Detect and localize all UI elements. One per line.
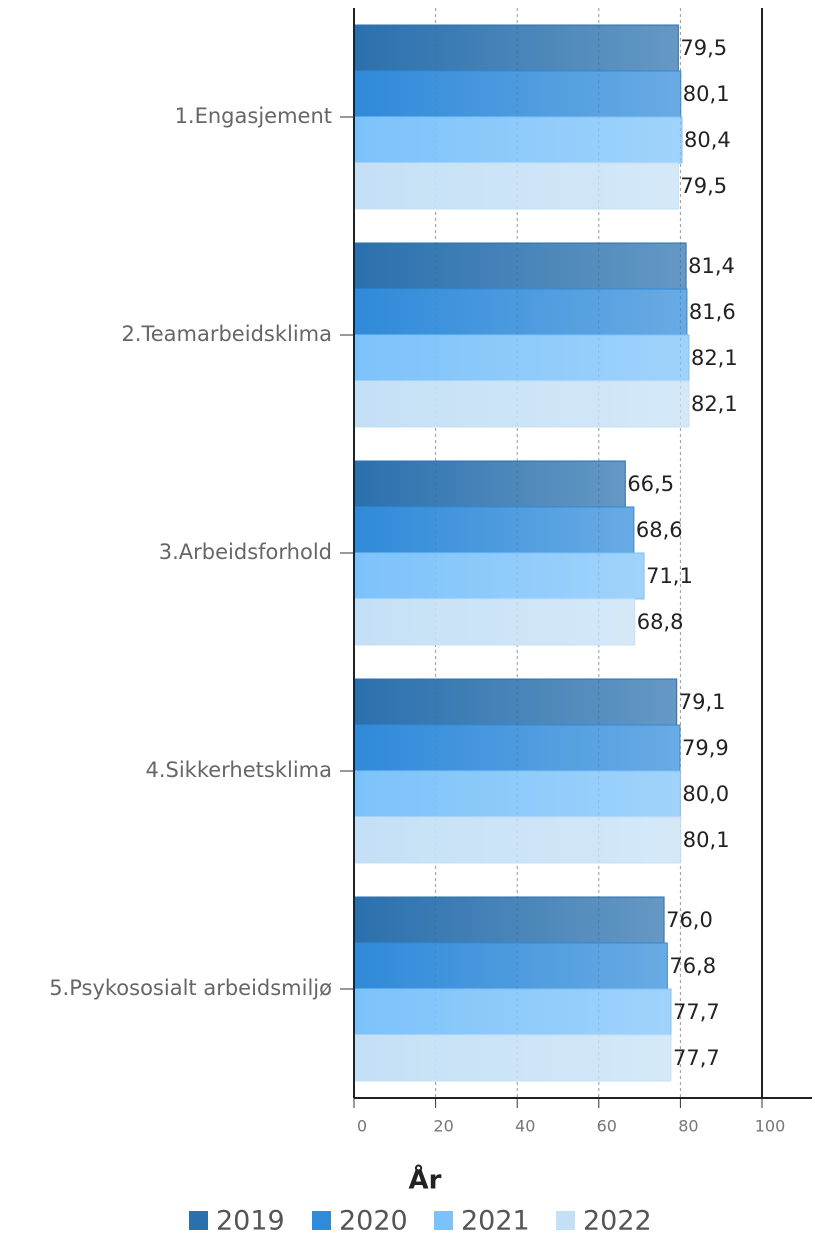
y-tick-label: 5.Psykososialt arbeidsmiljø bbox=[49, 976, 332, 1000]
legend-swatch bbox=[189, 1211, 208, 1230]
value-label: 79,1 bbox=[679, 690, 726, 714]
value-label: 68,6 bbox=[636, 518, 683, 542]
x-tick-label: 40 bbox=[515, 1117, 535, 1136]
value-label: 79,5 bbox=[680, 174, 727, 198]
value-label: 80,4 bbox=[684, 128, 731, 152]
value-label: 77,7 bbox=[673, 1046, 720, 1070]
legend-label: 2022 bbox=[583, 1206, 652, 1237]
bar bbox=[353, 598, 636, 646]
y-tick-label: 3.Arbeidsforhold bbox=[159, 540, 332, 564]
bar bbox=[353, 988, 672, 1036]
legend-label: 2019 bbox=[216, 1206, 285, 1237]
bar bbox=[353, 552, 645, 600]
bar bbox=[353, 460, 626, 508]
legend-swatch bbox=[312, 1211, 331, 1230]
value-label: 76,8 bbox=[669, 954, 716, 978]
x-tick-label: 60 bbox=[597, 1117, 617, 1136]
legend-swatch bbox=[434, 1211, 453, 1230]
value-label: 80,0 bbox=[682, 782, 729, 806]
bar bbox=[353, 162, 679, 210]
bar bbox=[353, 724, 681, 772]
y-tick-label: 1.Engasjement bbox=[175, 104, 332, 128]
legend-label: 2021 bbox=[461, 1206, 530, 1237]
value-label: 79,5 bbox=[680, 36, 727, 60]
legend-swatch bbox=[556, 1211, 575, 1230]
value-label: 80,1 bbox=[683, 828, 730, 852]
bar bbox=[353, 334, 690, 382]
value-label: 68,8 bbox=[637, 610, 684, 634]
bar bbox=[353, 24, 679, 72]
x-tick-label: 100 bbox=[755, 1117, 786, 1136]
x-tick-label: 20 bbox=[433, 1117, 453, 1136]
bar bbox=[353, 70, 682, 118]
bar bbox=[353, 1034, 672, 1082]
value-label: 82,1 bbox=[691, 346, 738, 370]
legend-label: 2020 bbox=[339, 1206, 408, 1237]
value-label: 76,0 bbox=[666, 908, 713, 932]
value-label: 81,6 bbox=[689, 300, 736, 324]
x-tick-label: 80 bbox=[678, 1117, 698, 1136]
bar bbox=[353, 816, 682, 864]
value-label: 81,4 bbox=[688, 254, 735, 278]
bar bbox=[353, 506, 635, 554]
value-label: 66,5 bbox=[627, 472, 674, 496]
bar bbox=[353, 942, 668, 990]
value-label: 79,9 bbox=[682, 736, 729, 760]
value-label: 80,1 bbox=[683, 82, 730, 106]
value-label: 82,1 bbox=[691, 392, 738, 416]
y-tick-label: 4.Sikkerhetsklima bbox=[145, 758, 332, 782]
value-label: 71,1 bbox=[646, 564, 693, 588]
bar bbox=[353, 288, 688, 336]
bar bbox=[353, 380, 690, 428]
legend-title: År bbox=[409, 1164, 442, 1196]
y-tick-label: 2.Teamarbeidsklima bbox=[121, 322, 332, 346]
bar bbox=[353, 896, 665, 944]
bar bbox=[353, 678, 678, 726]
bar bbox=[353, 242, 687, 290]
bar bbox=[353, 116, 683, 164]
value-label: 77,7 bbox=[673, 1000, 720, 1024]
x-tick-label: 0 bbox=[357, 1117, 367, 1136]
bar bbox=[353, 770, 681, 818]
